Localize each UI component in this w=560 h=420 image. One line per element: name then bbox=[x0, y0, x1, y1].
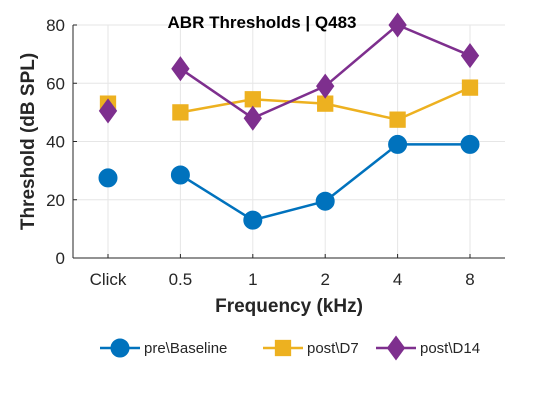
y-tick-label: 80 bbox=[46, 16, 65, 35]
y-tick-label: 60 bbox=[46, 74, 65, 93]
data-point bbox=[243, 105, 262, 131]
data-point bbox=[389, 111, 406, 128]
data-point bbox=[388, 134, 408, 154]
y-tick-label: 40 bbox=[46, 133, 65, 152]
legend-item: post\D14 bbox=[376, 335, 480, 361]
y-tick-label: 0 bbox=[56, 249, 65, 268]
data-point bbox=[98, 98, 118, 124]
data-point bbox=[172, 104, 189, 121]
data-point bbox=[243, 210, 263, 230]
chart-title: ABR Thresholds | Q483 bbox=[168, 13, 357, 32]
data-point bbox=[98, 168, 118, 188]
data-point bbox=[460, 43, 480, 69]
legend-label: post\D7 bbox=[307, 340, 359, 357]
y-tick-label: 20 bbox=[46, 191, 65, 210]
data-point bbox=[460, 134, 480, 154]
x-tick-label: 8 bbox=[465, 270, 474, 289]
legend-marker bbox=[110, 338, 130, 358]
legend-label: pre\Baseline bbox=[144, 340, 227, 357]
x-tick-label: 4 bbox=[393, 270, 402, 289]
legend-marker bbox=[386, 335, 406, 361]
data-point bbox=[170, 165, 190, 185]
legend-label: post\D14 bbox=[420, 340, 480, 357]
data-point bbox=[316, 73, 335, 99]
data-point bbox=[461, 79, 479, 96]
series-group bbox=[98, 12, 480, 230]
data-point bbox=[315, 191, 335, 211]
x-tick-label: 1 bbox=[248, 270, 257, 289]
x-tick-label: Click bbox=[90, 270, 127, 289]
legend-marker bbox=[274, 339, 292, 357]
x-tick-label: 0.5 bbox=[169, 270, 193, 289]
data-point bbox=[244, 91, 261, 108]
series bbox=[98, 134, 480, 230]
data-point bbox=[171, 56, 190, 82]
legend-item: pre\Baseline bbox=[100, 338, 227, 358]
x-tick-label: 2 bbox=[320, 270, 329, 289]
y-axis-title: Threshold (dB SPL) bbox=[18, 53, 39, 230]
series bbox=[98, 12, 480, 131]
x-axis-title: Frequency (kHz) bbox=[215, 296, 363, 317]
legend-item: post\D7 bbox=[263, 339, 359, 357]
legend: pre\Baseline post\D7 post\D14 bbox=[100, 335, 480, 361]
axes: 0 20 40 60 80 Click 0.5 1 2 4 8 bbox=[46, 16, 505, 289]
data-point bbox=[388, 12, 407, 38]
